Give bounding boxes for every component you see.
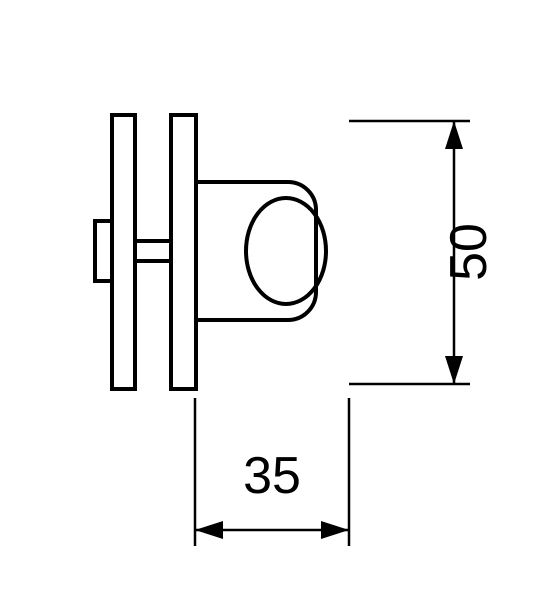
dim-value-width: 35	[243, 447, 301, 505]
dim-value-height: 50	[440, 223, 498, 281]
